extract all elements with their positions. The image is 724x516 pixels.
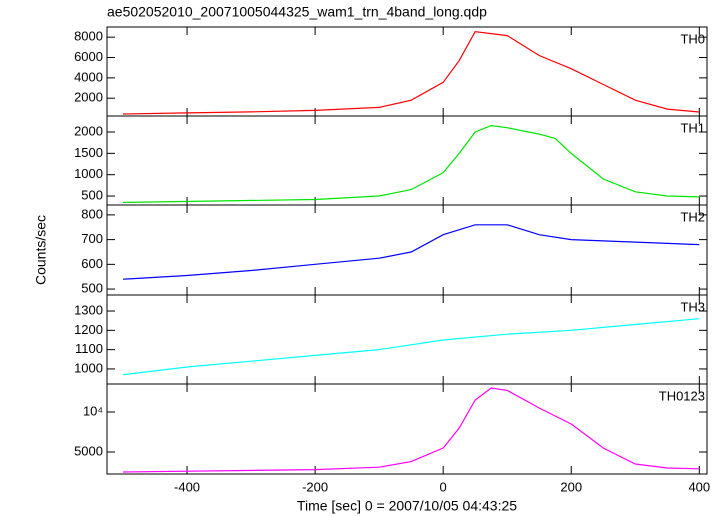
y-tick-label: 1200 bbox=[74, 322, 103, 337]
y-tick-label: 5000 bbox=[74, 443, 103, 458]
x-tick-label: 200 bbox=[560, 479, 582, 494]
chart-title: ae502052010_20071005044325_wam1_trn_4ban… bbox=[107, 4, 487, 20]
y-tick-label: 800 bbox=[81, 206, 103, 221]
legend-label: TH0123 bbox=[659, 388, 705, 403]
legend-label: TH0 bbox=[680, 31, 705, 46]
y-tick-label: 1000 bbox=[74, 360, 103, 375]
legend-label: TH1 bbox=[680, 120, 705, 135]
x-tick-label: 400 bbox=[688, 479, 710, 494]
panel-frame bbox=[106, 383, 708, 475]
panel-frame bbox=[106, 204, 708, 296]
data-line bbox=[122, 30, 700, 115]
y-tick-label: 6000 bbox=[74, 49, 103, 64]
y-tick-label: 8000 bbox=[74, 29, 103, 44]
y-tick-label: 500 bbox=[81, 281, 103, 296]
x-axis-label: Time [sec] 0 = 2007/10/05 04:43:25 bbox=[297, 498, 517, 514]
panel-frame bbox=[106, 26, 708, 117]
data-line bbox=[122, 224, 700, 280]
y-tick-label: 700 bbox=[81, 231, 103, 246]
y-axis-label: Counts/sec bbox=[33, 215, 49, 285]
y-tick-label: 500 bbox=[81, 187, 103, 202]
legend-label: TH2 bbox=[680, 209, 705, 224]
y-tick-label: 10⁴ bbox=[83, 403, 103, 418]
y-tick-label: 2000 bbox=[74, 90, 103, 105]
y-tick-label: 1100 bbox=[75, 341, 103, 356]
y-tick-label: 1000 bbox=[74, 166, 103, 181]
y-tick-label: 2000 bbox=[74, 123, 103, 138]
data-line bbox=[122, 124, 700, 203]
x-tick-label: 0 bbox=[440, 479, 447, 494]
y-tick-label: 600 bbox=[81, 256, 103, 271]
panel-frame bbox=[106, 115, 708, 206]
y-tick-label: 4000 bbox=[74, 69, 103, 84]
legend-label: TH3 bbox=[680, 299, 705, 314]
data-line bbox=[122, 387, 700, 473]
y-tick-label: 1300 bbox=[74, 302, 103, 317]
panel-frame bbox=[106, 294, 708, 385]
x-tick-label: -400 bbox=[174, 479, 200, 494]
x-tick-label: -200 bbox=[302, 479, 328, 494]
data-line bbox=[122, 318, 700, 376]
y-tick-label: 1500 bbox=[74, 145, 103, 160]
